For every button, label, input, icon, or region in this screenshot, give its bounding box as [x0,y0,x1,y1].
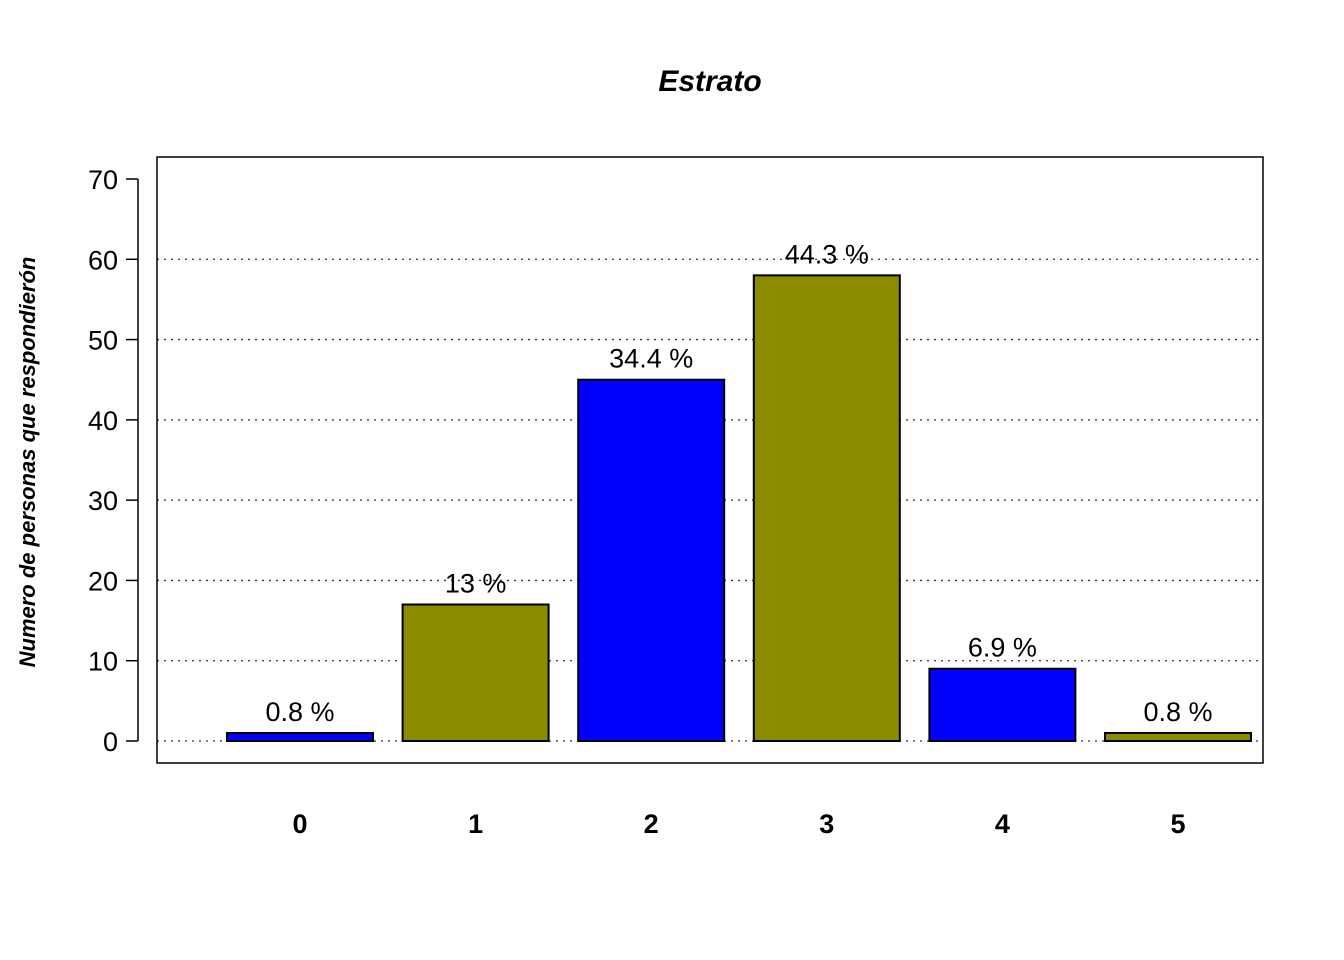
x-tick-label-3: 3 [819,809,834,839]
y-axis: 0 10 20 30 40 50 60 70 [88,165,139,757]
data-label-4: 6.9 % [968,633,1037,663]
x-tick-label-1: 1 [468,809,483,839]
data-labels: 0.8 % 13 % 34.4 % 44.3 % 6.9 % 0.8 % [265,239,1212,727]
data-label-1: 13 % [445,569,507,599]
y-tick-label: 70 [88,165,118,195]
x-tick-label-0: 0 [292,809,307,839]
data-label-0: 0.8 % [265,697,334,727]
y-tick-label: 10 [88,647,118,677]
bar-5 [1104,731,1252,743]
data-label-5: 0.8 % [1143,697,1212,727]
bar-4 [928,667,1077,742]
bars [226,274,1252,743]
y-tick-label: 60 [88,245,118,275]
chart-title: Estrato [658,65,761,98]
y-tick-label: 20 [88,566,118,596]
bar-1 [401,603,550,742]
bar-3 [752,274,901,742]
y-tick-label: 50 [88,326,118,356]
data-label-2: 34.4 % [609,344,693,374]
data-label-3: 44.3 % [785,239,869,269]
x-axis: 0 1 2 3 4 5 [292,809,1185,839]
y-tick-label: 40 [88,406,118,436]
x-tick-label-5: 5 [1170,809,1185,839]
y-tick-label: 30 [88,486,118,516]
x-tick-label-4: 4 [995,809,1010,839]
bar-0 [226,731,374,743]
bar-2 [577,378,726,742]
y-tick-label: 0 [103,727,118,757]
plot-frame [156,156,1264,764]
x-tick-label-2: 2 [644,809,659,839]
y-axis-label: Numero de personas que respondierón [15,257,40,668]
